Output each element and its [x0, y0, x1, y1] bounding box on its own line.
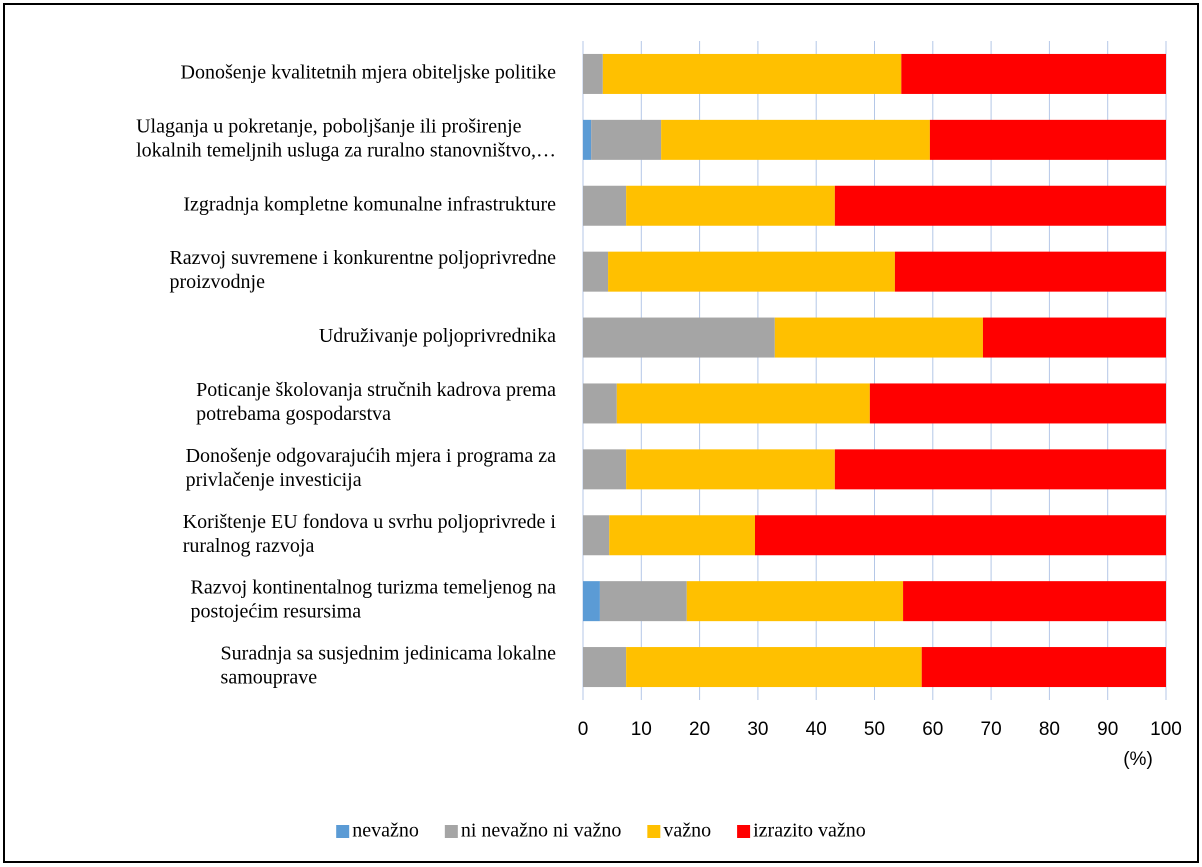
x-tick-label: 40	[806, 719, 827, 740]
category-label: Korištenje EU fondova u svrhu poljoprivr…	[183, 511, 557, 557]
bar-segment	[583, 185, 627, 226]
category-label-line: Donošenje kvalitetnih mjera obiteljske p…	[181, 62, 557, 84]
category-label: Izgradnja kompletne komunalne infrastruk…	[183, 193, 556, 215]
category-label: Razvoj kontinentalnog turizma temeljenog…	[191, 577, 557, 623]
x-tick-label: 30	[747, 719, 768, 740]
category-label-line: Korištenje EU fondova u svrhu poljoprivr…	[183, 511, 557, 533]
category-label: Razvoj suvremene i konkurentne poljopriv…	[169, 247, 556, 293]
category-label: Poticanje školovanja stručnih kadrova pr…	[196, 379, 556, 425]
legend-label: ni nevažno ni važno	[461, 820, 622, 842]
category-label-line: Suradnja sa susjednim jedinicama lokalne	[221, 643, 557, 665]
legend-item: ni nevažno ni važno	[444, 820, 622, 842]
category-label: Donošenje odgovarajućih mjera i programa…	[186, 445, 557, 491]
bar-segment	[901, 53, 1166, 94]
category-label-line: ruralnog razvoja	[183, 535, 315, 557]
category-label-line: Razvoj kontinentalnog turizma temeljenog…	[191, 577, 557, 599]
legend-label: važno	[663, 820, 711, 842]
legend-item: izrazito važno	[737, 820, 866, 842]
bar-segment	[583, 53, 603, 94]
category-label-line: potrebama gospodarstva	[196, 403, 391, 425]
bar-segment	[583, 647, 627, 688]
legend-item: važno	[647, 820, 711, 842]
category-label: Ulaganja u pokretanje, poboljšanje ili p…	[136, 115, 556, 161]
bar-segment	[609, 515, 755, 556]
bar-segment	[626, 185, 835, 226]
bar-segment	[583, 383, 617, 424]
bar-segment	[894, 251, 1166, 292]
category-label-line: proizvodnje	[169, 271, 265, 293]
bar-segment	[626, 449, 835, 490]
x-tick-label: 70	[981, 719, 1002, 740]
bar-segment	[616, 383, 870, 424]
x-tick-label: 60	[922, 719, 943, 740]
bar-segment	[982, 317, 1166, 358]
legend-label: izrazito važno	[753, 820, 866, 842]
category-label-line: Izgradnja kompletne komunalne infrastruk…	[183, 193, 556, 215]
legend-swatch	[444, 825, 458, 838]
category-label-line: lokalnih temeljnih usluga za ruralno sta…	[136, 139, 556, 161]
bar-segment	[626, 647, 922, 688]
bar-segment	[774, 317, 983, 358]
x-tick-label: 80	[1039, 719, 1060, 740]
x-tick-label: 0	[578, 719, 589, 740]
legend-label: nevažno	[352, 820, 419, 842]
bar-segment	[583, 317, 775, 358]
bar-segment	[929, 119, 1166, 160]
bar-segment	[583, 515, 610, 556]
category-label: Donošenje kvalitetnih mjera obiteljske p…	[181, 62, 557, 84]
bar-segment	[583, 581, 600, 622]
category-label-line: Donošenje odgovarajućih mjera i programa…	[186, 445, 557, 467]
legend-swatch	[336, 825, 350, 838]
bar-segment	[608, 251, 895, 292]
bar-segment	[583, 119, 592, 160]
x-tick-label: 90	[1097, 719, 1118, 740]
bar-segment	[834, 185, 1166, 226]
bar-segment	[583, 251, 609, 292]
bar-segment	[754, 515, 1166, 556]
legend-swatch	[737, 825, 751, 838]
bar-segment	[686, 581, 904, 622]
category-label: Udruživanje poljoprivrednika	[319, 325, 556, 347]
legend-item: nevažno	[336, 820, 419, 842]
x-tick-label: 50	[864, 719, 885, 740]
bar-segment	[661, 119, 930, 160]
category-label-line: Razvoj suvremene i konkurentne poljopriv…	[169, 247, 556, 269]
bar-segment	[869, 383, 1166, 424]
bar-segment	[834, 449, 1166, 490]
category-label-line: Ulaganja u pokretanje, poboljšanje ili p…	[136, 115, 522, 137]
x-tick-label: 20	[689, 719, 710, 740]
bar-segment	[903, 581, 1166, 622]
legend-swatch	[647, 825, 661, 838]
category-label-line: Udruživanje poljoprivrednika	[319, 325, 556, 347]
bar-segment	[921, 647, 1166, 688]
x-tick-label: 10	[631, 719, 652, 740]
bar-segment	[599, 581, 687, 622]
category-label-line: privlačenje investicija	[186, 469, 362, 491]
x-tick-label: 100	[1150, 719, 1182, 740]
category-label-line: samouprave	[221, 667, 318, 689]
x-axis-label: (%)	[1123, 749, 1153, 770]
category-label: Suradnja sa susjednim jedinicama lokalne…	[221, 643, 557, 689]
bar-segment	[583, 449, 627, 490]
bar-segment	[591, 119, 662, 160]
category-label-line: Poticanje školovanja stručnih kadrova pr…	[196, 379, 556, 401]
bar-segment	[602, 53, 902, 94]
category-label-line: postojećim resursima	[191, 601, 362, 623]
